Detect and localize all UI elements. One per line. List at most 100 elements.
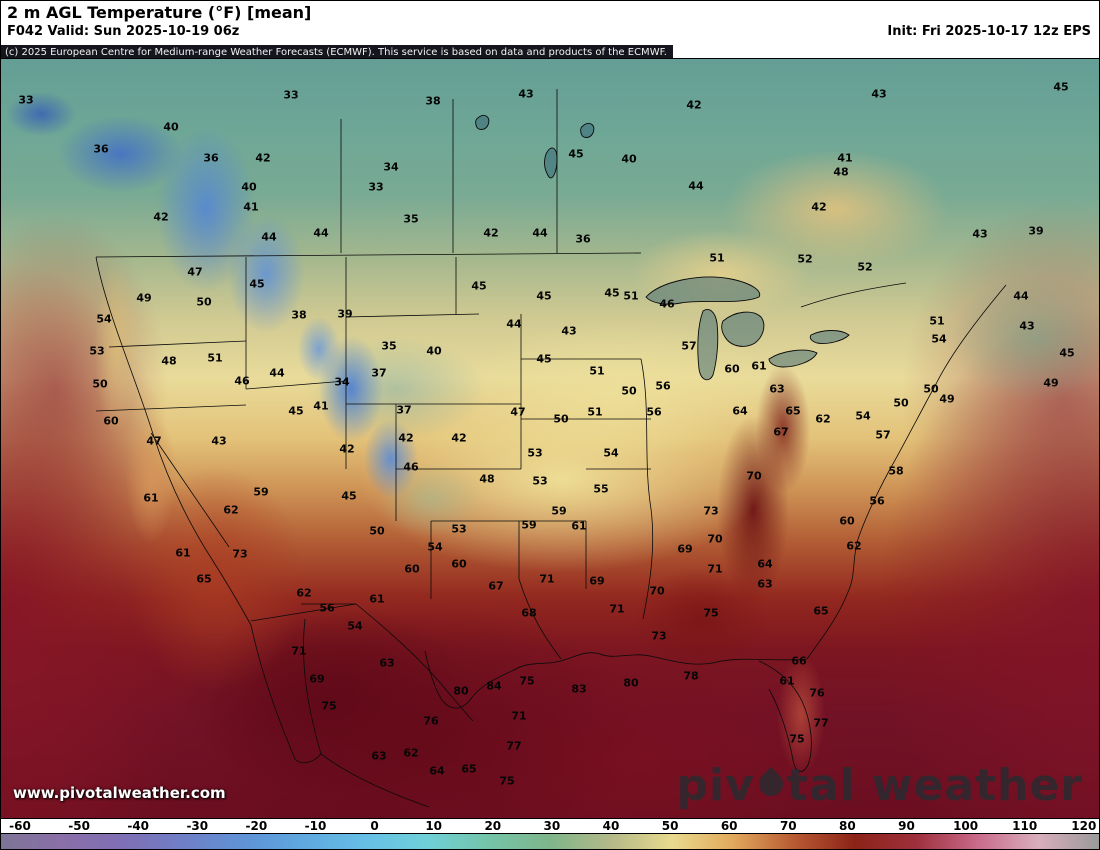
temp-label: 65 [461, 762, 477, 776]
header: 2 m AGL Temperature (°F) [mean] F042 Val… [1, 1, 1099, 60]
temp-label: 42 [451, 431, 467, 445]
temp-label: 60 [724, 362, 740, 376]
temp-label: 71 [707, 562, 723, 576]
temp-label: 50 [923, 382, 939, 396]
temp-label: 43 [972, 227, 988, 241]
temp-label: 48 [161, 354, 177, 368]
temp-label: 44 [506, 317, 522, 331]
temp-label: 44 [688, 179, 704, 193]
temp-label: 75 [519, 674, 535, 688]
temp-label: 60 [451, 557, 467, 571]
colorbar-tick-label: -50 [68, 819, 90, 833]
temp-label: 84 [486, 679, 502, 693]
colorbar-tick-label: -20 [245, 819, 268, 833]
temp-label: 39 [337, 307, 353, 321]
temp-label: 36 [93, 142, 109, 156]
temp-label: 34 [383, 160, 399, 174]
temp-label: 45 [1053, 80, 1069, 94]
temp-label: 46 [403, 460, 419, 474]
colorbar: -60 -50 -40 -30 -20 -10 0 10 20 30 40 50 60 70 80 90 100… [1, 819, 1099, 849]
temp-label: 41 [837, 151, 853, 165]
pivotal-weather-logo: piv tal weather [677, 764, 1083, 808]
temp-label: 40 [163, 120, 179, 134]
temp-label: 37 [371, 366, 387, 380]
temp-label: 83 [571, 682, 587, 696]
temp-label: 63 [757, 577, 773, 591]
temp-label: 52 [857, 260, 873, 274]
colorbar-tick-label: 100 [953, 819, 979, 833]
temp-label: 34 [334, 375, 350, 389]
temp-label: 62 [296, 586, 312, 600]
temp-label: 41 [313, 399, 329, 413]
temp-label: 60 [103, 414, 119, 428]
temp-label: 43 [1019, 319, 1035, 333]
temp-label: 56 [655, 379, 671, 393]
temp-label: 44 [313, 226, 329, 240]
temp-label: 45 [341, 489, 357, 503]
colorbar-ticks: -60 -50 -40 -30 -20 -10 0 10 20 30 40 50 60 70 80 90 100… [1, 819, 1099, 833]
temp-label: 53 [532, 474, 548, 488]
temp-label: 45 [249, 277, 265, 291]
colorbar-tick-label: 30 [543, 819, 561, 833]
temp-label: 62 [403, 746, 419, 760]
temp-label: 67 [773, 425, 789, 439]
temp-label: 41 [243, 200, 259, 214]
temp-label: 70 [649, 584, 665, 598]
temp-label: 49 [1043, 376, 1059, 390]
temp-label: 69 [589, 574, 605, 588]
temp-label: 42 [811, 200, 827, 214]
init-time-label: Init: Fri 2025-10-17 12z EPS [887, 24, 1091, 39]
temp-label: 70 [707, 532, 723, 546]
temp-label: 60 [404, 562, 420, 576]
temp-label: 45 [604, 286, 620, 300]
colorbar-tick-label: 60 [720, 819, 738, 833]
temp-label: 49 [939, 392, 955, 406]
temp-label: 76 [809, 686, 825, 700]
temp-label: 36 [575, 232, 591, 246]
colorbar-tick-label: 0 [370, 819, 379, 833]
temp-label: 44 [1013, 289, 1029, 303]
temp-label: 62 [223, 503, 239, 517]
temp-label: 42 [339, 442, 355, 456]
temp-label: 47 [187, 265, 203, 279]
temp-label: 38 [291, 308, 307, 322]
temp-label: 50 [196, 295, 212, 309]
colorbar-tick-label: 90 [898, 819, 915, 833]
temp-label: 54 [855, 409, 871, 423]
colorbar-tick-label: 50 [661, 819, 679, 833]
temp-label: 77 [813, 716, 829, 730]
temp-label: 51 [207, 351, 223, 365]
colorbar-tick-label: 110 [1012, 819, 1038, 833]
temp-label: 69 [309, 672, 325, 686]
droplet-icon [753, 767, 788, 801]
temp-label: 56 [646, 405, 662, 419]
temp-label: 60 [839, 514, 855, 528]
temp-label: 35 [381, 339, 397, 353]
temp-label: 50 [893, 396, 909, 410]
valid-time-label: F042 Valid: Sun 2025-10-19 06z [7, 24, 240, 39]
temp-label: 50 [621, 384, 637, 398]
temp-label: 61 [751, 359, 767, 373]
temp-label: 73 [232, 547, 248, 561]
temp-label: 54 [96, 312, 112, 326]
temp-label: 45 [471, 279, 487, 293]
colorbar-gradient [1, 833, 1099, 849]
temp-label: 40 [426, 344, 442, 358]
temp-label: 51 [929, 314, 945, 328]
colorbar-tick-label: -30 [186, 819, 209, 833]
temp-label: 42 [686, 98, 702, 112]
temp-label: 67 [488, 579, 504, 593]
temp-label: 36 [203, 151, 219, 165]
temp-label: 59 [521, 518, 537, 532]
temp-label: 51 [709, 251, 725, 265]
temp-label: 42 [483, 226, 499, 240]
temp-label: 48 [479, 472, 495, 486]
temp-label: 45 [1059, 346, 1075, 360]
colorbar-tick-label: 120 [1071, 819, 1097, 833]
temp-label: 50 [369, 524, 385, 538]
temp-label: 54 [347, 619, 363, 633]
temp-label: 80 [453, 684, 469, 698]
temp-label: 65 [196, 572, 212, 586]
temp-label: 64 [429, 764, 445, 778]
temp-label: 39 [1028, 224, 1044, 238]
